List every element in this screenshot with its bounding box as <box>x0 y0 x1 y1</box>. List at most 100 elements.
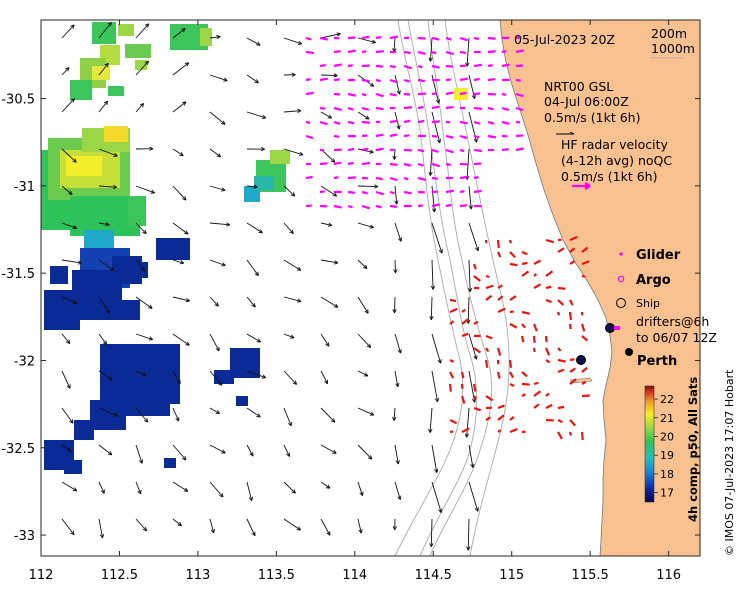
current-arrow <box>172 444 187 461</box>
current-arrow <box>61 333 71 345</box>
current-arrow <box>135 333 154 341</box>
drifter-vector <box>508 239 512 244</box>
drifter-vector <box>557 368 565 374</box>
drifter-vector <box>557 419 563 424</box>
current-arrow <box>209 148 222 158</box>
drifter-vector <box>461 308 466 313</box>
drifter-vector <box>581 380 587 385</box>
current-arrow <box>61 259 83 265</box>
hf-radar-vector <box>445 189 455 194</box>
hf-radar-vector <box>417 176 426 181</box>
hf-radar-vector <box>445 162 451 166</box>
drifter-vector <box>461 318 469 325</box>
drifter-vector <box>485 416 492 421</box>
hf-radar-vector <box>305 134 314 140</box>
glider-legend-label: Glider <box>636 248 681 263</box>
hf-radar-vector <box>347 190 355 194</box>
hf-radar-vector <box>473 148 482 153</box>
current-arrow <box>135 259 146 272</box>
current-arrow <box>61 185 73 195</box>
current-arrow <box>61 481 78 492</box>
drifter-vector <box>472 263 477 270</box>
drifter-vector <box>556 311 561 316</box>
current-arrow <box>98 481 105 494</box>
current-arrow <box>283 518 302 531</box>
hf-radar-vector <box>347 36 356 40</box>
sst-patch-mid <box>244 88 468 202</box>
current-arrow <box>209 34 221 40</box>
current-arrow <box>209 111 226 125</box>
drifter-vector <box>533 273 538 277</box>
current-arrow <box>61 444 72 452</box>
hf-radar-vector <box>487 50 496 54</box>
hf-radar-vector <box>347 176 356 180</box>
current-arrow <box>357 481 364 497</box>
plot-frame <box>40 19 701 557</box>
drifter-vector <box>497 307 506 313</box>
x-tick-label: 115.5 <box>572 568 609 583</box>
drifter-vector <box>485 294 493 301</box>
current-arrow <box>246 259 259 277</box>
drifter-vector <box>545 298 552 304</box>
credit-label: © IMOS 07-Jul-2023 17:07 Hobart <box>723 369 736 556</box>
drifter-vector <box>448 383 452 392</box>
current-arrow <box>61 518 75 536</box>
drifter-vector <box>509 371 515 379</box>
hf-radar-vector <box>403 176 409 181</box>
hf-radar-vector <box>403 134 410 138</box>
drifter-vector <box>533 403 540 409</box>
hf-radar-vector <box>333 120 341 125</box>
hf-radar-vector <box>347 204 353 209</box>
current-arrow <box>209 333 220 352</box>
drifter-vector <box>545 403 553 409</box>
hf-radar-vector <box>445 203 452 208</box>
drifter-vector <box>497 429 502 433</box>
hf-radar-vector <box>501 148 509 152</box>
hf-radar-vector <box>403 162 412 167</box>
current-arrow <box>468 481 479 512</box>
current-arrow <box>320 185 338 197</box>
hf-radar-vector <box>361 147 369 152</box>
ship-legend-label: Ship <box>636 297 660 310</box>
drifter-vector <box>509 310 514 314</box>
current-arrow <box>246 296 256 308</box>
hf-radar-vector <box>417 36 426 40</box>
y-tick-label: -31 <box>14 180 35 195</box>
current-arrow <box>283 370 298 385</box>
drifter-vector <box>460 395 466 404</box>
drifter-vector <box>544 335 548 343</box>
current-arrow <box>431 370 440 403</box>
hf-radar-vector <box>459 204 468 208</box>
drifter-vector <box>449 430 454 434</box>
current-arrow <box>430 259 436 290</box>
hf-radar-vector <box>333 50 341 54</box>
drifter-vector <box>532 323 538 332</box>
current-arrow <box>394 185 399 205</box>
current-arrow <box>61 98 75 113</box>
current-arrow <box>98 148 118 157</box>
x-tick-label: 115 <box>499 568 524 583</box>
current-arrow <box>357 222 374 229</box>
drifter-vector <box>497 251 502 258</box>
hf-radar-vector <box>319 190 325 194</box>
hf-radar-vector <box>319 120 328 126</box>
drifter-vector <box>581 366 588 373</box>
drifter-vector <box>557 247 565 253</box>
current-arrow <box>172 333 190 346</box>
current-arrow <box>320 407 336 423</box>
drifter-vector <box>485 274 490 278</box>
hf-radar-vector <box>473 162 482 166</box>
drifter-vector <box>449 359 455 363</box>
drifter-vector <box>557 358 566 363</box>
current-arrow <box>61 370 71 389</box>
drifter-vector <box>449 419 458 425</box>
current-arrow <box>98 444 113 456</box>
drifter-vector <box>520 335 525 343</box>
hf-radar-vector <box>375 204 382 209</box>
hf-radar-vector <box>375 190 384 196</box>
hf-radar-vector <box>305 50 314 55</box>
current-arrow <box>357 259 368 270</box>
current-arrow <box>246 146 265 152</box>
hf-radar-vector <box>333 106 343 112</box>
altimetry-scale-label: 0.5m/s (1kt 6h) <box>544 110 640 125</box>
